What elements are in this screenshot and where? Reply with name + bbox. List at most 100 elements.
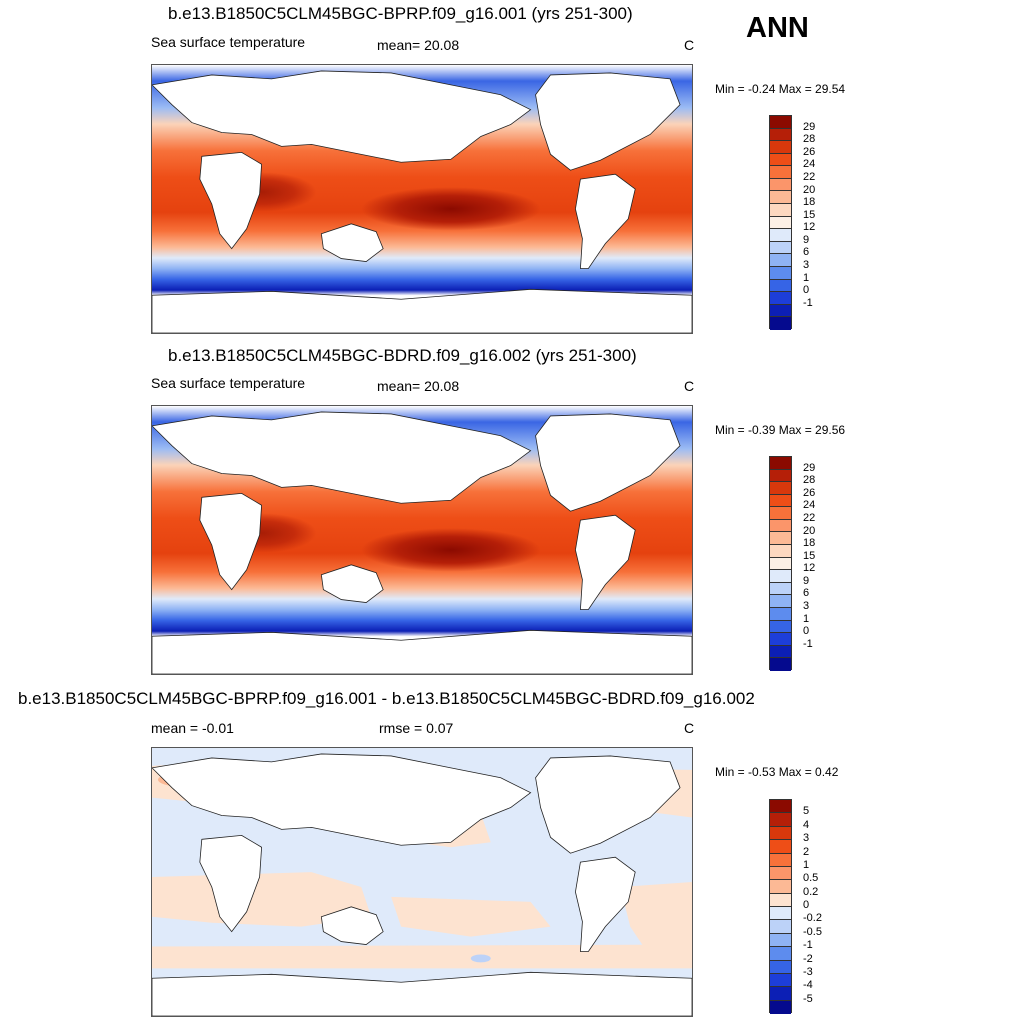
colorbar-segment xyxy=(770,866,791,881)
panel1-sst-map xyxy=(151,64,693,334)
panel3-units-label: C xyxy=(684,720,695,736)
colorbar-tick-label: -4 xyxy=(803,979,813,992)
panel1-units-label: C xyxy=(684,37,695,53)
colorbar-tick-label: 12 xyxy=(803,562,816,575)
colorbar-segment xyxy=(770,241,791,255)
colorbar-segment xyxy=(770,947,791,961)
colorbar-tick-label: -5 xyxy=(803,992,813,1005)
colorbar-tick-label: 1 xyxy=(803,612,810,625)
colorbar-segment xyxy=(770,658,791,671)
colorbar-segment xyxy=(770,304,791,318)
panel1-minmax: Min = -0.24 Max = 29.54 xyxy=(715,82,846,96)
colorbar-segment xyxy=(770,620,791,634)
colorbar-segment xyxy=(770,292,791,305)
season-label: ANN xyxy=(746,12,809,44)
colorbar-tick-label: 6 xyxy=(803,587,810,600)
colorbar-tick-label: 1 xyxy=(803,858,810,871)
colorbar-segment xyxy=(770,933,791,948)
colorbar-tick-label: -0.2 xyxy=(803,912,822,925)
colorbar-segment xyxy=(770,813,791,827)
colorbar-tick-label: 18 xyxy=(803,537,816,550)
colorbar-segment xyxy=(770,191,791,205)
colorbar-segment xyxy=(770,570,791,583)
colorbar-tick-label: 0 xyxy=(803,625,810,638)
colorbar-tick-label: 0 xyxy=(803,284,810,297)
colorbar-tick-label: -1 xyxy=(803,637,813,650)
panel2-variable-label: Sea surface temperature xyxy=(151,375,306,391)
panel2-units-label: C xyxy=(684,378,695,394)
colorbar-tick-label: 4 xyxy=(803,818,810,831)
colorbar-segment xyxy=(770,545,791,558)
colorbar-segment xyxy=(770,595,791,608)
colorbar-segment xyxy=(770,920,791,934)
panel2-minmax: Min = -0.39 Max = 29.56 xyxy=(715,423,846,437)
colorbar-tick-label: 26 xyxy=(803,486,816,499)
panel1-variable-label: Sea surface temperature xyxy=(151,34,306,50)
colorbar-segment xyxy=(770,880,791,894)
colorbar-segment xyxy=(770,482,791,495)
colorbar-segment xyxy=(770,826,791,841)
colorbar-tick-label: 3 xyxy=(803,600,810,613)
colorbar-segment xyxy=(770,532,791,546)
colorbar-tick-label: 28 xyxy=(803,133,816,146)
colorbar-segment xyxy=(770,645,791,659)
colorbar-tick-label: 20 xyxy=(803,183,816,196)
colorbar-segment xyxy=(770,557,791,571)
colorbar-segment xyxy=(770,457,791,470)
colorbar-segment xyxy=(770,987,791,1001)
colorbar-segment xyxy=(770,116,791,129)
colorbar-tick-label: 0.5 xyxy=(803,872,819,885)
panel3-colorbar xyxy=(769,799,792,1014)
colorbar-segment xyxy=(770,229,791,242)
colorbar-segment xyxy=(770,853,791,867)
panel2-sst-map xyxy=(151,405,693,675)
colorbar-tick-label: 20 xyxy=(803,524,816,537)
panel1-title: b.e13.B1850C5CLM45BGC-BPRP.f09_g16.001 (… xyxy=(168,4,633,23)
colorbar-segment xyxy=(770,317,791,330)
panel3-diff-map xyxy=(151,747,693,1017)
colorbar-tick-label: 18 xyxy=(803,196,816,209)
colorbar-segment xyxy=(770,141,791,154)
colorbar-segment xyxy=(770,960,791,974)
colorbar-segment xyxy=(770,519,791,533)
colorbar-segment xyxy=(770,254,791,267)
colorbar-tick-label: 28 xyxy=(803,474,816,487)
panel2-title: b.e13.B1850C5CLM45BGC-BDRD.f09_g16.002 (… xyxy=(168,346,637,365)
colorbar-segment xyxy=(770,607,791,621)
colorbar-tick-label: -2 xyxy=(803,952,813,965)
panel1-colorbar xyxy=(769,115,792,330)
colorbar-segment xyxy=(770,893,791,907)
colorbar-tick-label: 3 xyxy=(803,259,810,272)
colorbar-tick-label: 24 xyxy=(803,499,816,512)
colorbar-tick-label: 12 xyxy=(803,221,816,234)
colorbar-segment xyxy=(770,840,791,854)
colorbar-segment xyxy=(770,153,791,167)
colorbar-segment xyxy=(770,1000,791,1014)
colorbar-tick-label: 9 xyxy=(803,574,810,587)
panel2-mean-label: mean= 20.08 xyxy=(377,378,460,394)
colorbar-segment xyxy=(770,166,791,179)
colorbar-segment xyxy=(770,204,791,217)
colorbar-tick-label: 22 xyxy=(803,511,816,524)
colorbar-segment xyxy=(770,973,791,988)
panel3-rmse-label: rmse = 0.07 xyxy=(379,720,454,736)
colorbar-segment xyxy=(770,507,791,520)
colorbar-segment xyxy=(770,800,791,814)
panel1-mean-label: mean= 20.08 xyxy=(377,37,460,53)
colorbar-tick-label: 9 xyxy=(803,233,810,246)
colorbar-segment xyxy=(770,178,791,192)
colorbar-tick-label: 6 xyxy=(803,246,810,259)
colorbar-tick-label: 2 xyxy=(803,845,810,858)
panel2-colorbar xyxy=(769,456,792,671)
colorbar-segment xyxy=(770,907,791,921)
colorbar-tick-label: 24 xyxy=(803,158,816,171)
colorbar-tick-label: 5 xyxy=(803,805,810,818)
colorbar-segment xyxy=(770,582,791,596)
colorbar-segment xyxy=(770,266,791,280)
panel3-minmax: Min = -0.53 Max = 0.42 xyxy=(715,765,839,779)
colorbar-tick-label: -3 xyxy=(803,965,813,978)
colorbar-tick-label: 22 xyxy=(803,170,816,183)
colorbar-segment xyxy=(770,279,791,293)
colorbar-tick-label: 0 xyxy=(803,899,810,911)
colorbar-segment xyxy=(770,633,791,646)
